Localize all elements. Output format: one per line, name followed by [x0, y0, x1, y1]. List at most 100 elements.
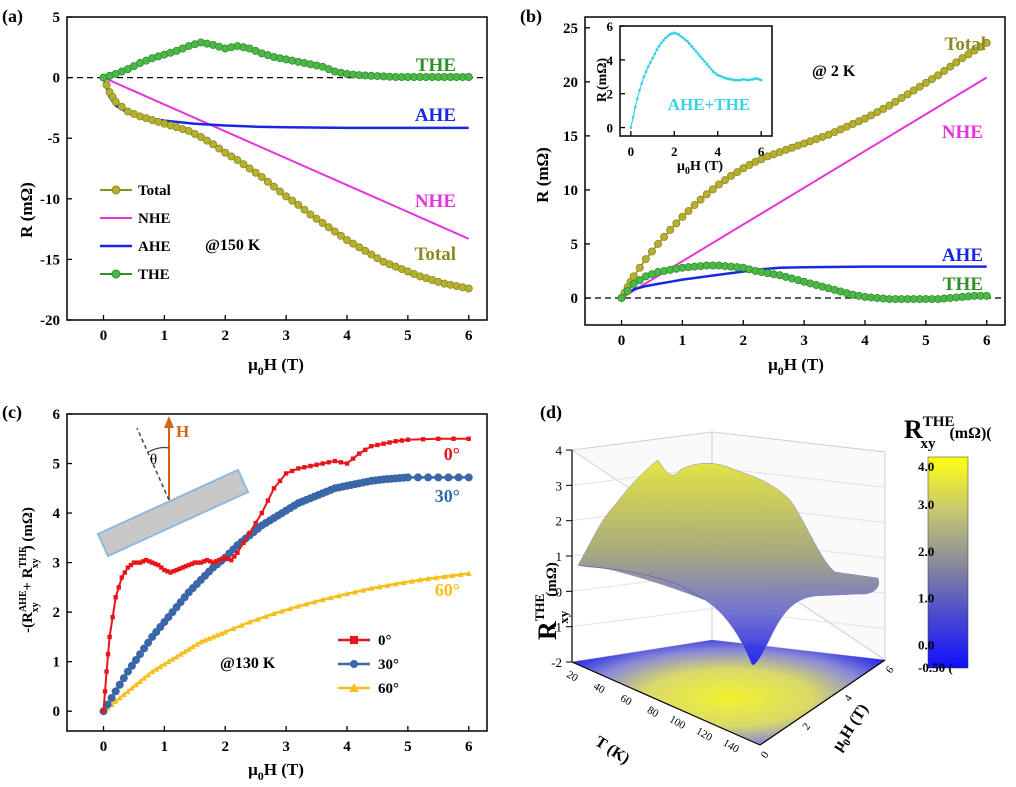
y-tick-label: 1 — [53, 655, 61, 671]
series-0-point — [405, 437, 411, 442]
series-60-point — [132, 681, 139, 688]
series-total-point — [215, 144, 224, 153]
inset-point — [757, 77, 761, 81]
legend-a-total: Total — [138, 183, 171, 199]
series-total-point — [921, 78, 930, 87]
series-ahe-line — [102, 77, 469, 130]
panel-c-ylabel: -(RAHExy + RTHExy) (mΩ) — [18, 507, 41, 633]
panel-a-label-ahe: AHE — [415, 105, 456, 126]
series-nhe-line — [620, 76, 988, 299]
series-total-point — [373, 254, 382, 263]
series-total-point — [654, 239, 663, 248]
series-total-point — [209, 140, 218, 149]
series-total-point — [970, 46, 979, 55]
panel-d-t-label: T (K) — [592, 733, 633, 768]
panel-d-letter: (d) — [540, 402, 562, 423]
series-60-point — [344, 590, 350, 597]
series-60-point — [218, 630, 225, 637]
series-total-point — [276, 187, 285, 196]
series-total-point — [915, 82, 924, 91]
inset-ylabel: R(mΩ) — [595, 58, 610, 103]
panel-b-ylabel: R (mΩ) — [533, 147, 552, 203]
series-0-point — [183, 564, 188, 569]
inset-point — [751, 77, 754, 81]
series-60-point — [376, 583, 383, 590]
series-0-point — [195, 560, 201, 565]
series-60-point — [222, 628, 229, 635]
series-0-point — [220, 556, 225, 562]
panel-b-inset: 0 2 4 6 0 2 4 6 R(mΩ) μ0H (T) AHE+THE — [595, 19, 773, 177]
series-0-point — [174, 567, 179, 573]
y-tick-label: -5 — [48, 131, 61, 147]
series-60-point — [206, 635, 213, 642]
series-total-point — [934, 71, 943, 80]
z-tick-label: 2 — [556, 514, 563, 529]
series-0-point — [226, 556, 231, 562]
x-tick-label: 0 — [100, 328, 108, 344]
y-tick-label: 6 — [607, 19, 614, 34]
series-0-point — [223, 555, 228, 560]
inset-point — [748, 78, 752, 82]
series-total-point — [282, 192, 291, 201]
inset-point — [644, 70, 648, 74]
x-tick-label: 6 — [465, 328, 473, 344]
inset-point — [692, 47, 696, 51]
inset-point — [698, 55, 702, 58]
series-0-point — [290, 468, 295, 474]
series-60-point — [230, 625, 237, 632]
series-0-point — [253, 520, 258, 526]
series-nhe-line — [103, 76, 470, 240]
inset-point — [646, 65, 650, 69]
series-0-point — [344, 461, 350, 466]
series-30-point — [107, 693, 116, 702]
series-total-point — [239, 160, 248, 169]
series-60-point — [384, 582, 391, 588]
legend-c-30: 30° — [378, 657, 399, 673]
series-0-point — [207, 559, 213, 564]
y-tick-label: 3 — [53, 556, 61, 572]
inset-point — [729, 77, 733, 81]
series-0-point — [177, 566, 182, 571]
series-0-point — [116, 585, 121, 590]
series-total-point — [294, 200, 303, 209]
legend-a-ahe: AHE — [138, 239, 171, 255]
series-total-point — [672, 219, 681, 228]
series-60-point — [189, 643, 196, 650]
x-tick-label: 0 — [618, 333, 626, 349]
series-60-point — [360, 587, 367, 593]
field-angle-schematic: H θ — [96, 416, 250, 558]
series-total-point — [288, 196, 297, 205]
panel-c-legend: 0° 30° 60° — [338, 633, 399, 697]
series-0-point — [326, 460, 331, 465]
series-total-point — [361, 246, 370, 255]
series-60-point — [181, 648, 188, 655]
series-0-point — [436, 436, 441, 441]
series-0-point — [363, 447, 368, 453]
series-60-point — [352, 588, 359, 595]
colorbar-title: RTHE xy(mΩ)( — [904, 414, 992, 452]
series-0-point — [265, 498, 271, 503]
series-0-point — [162, 567, 167, 573]
series-30-point — [444, 473, 453, 482]
panel-c-label-0: 0° — [444, 444, 460, 464]
series-0-point — [128, 562, 134, 568]
series-0-point — [180, 565, 185, 570]
series-60-point — [153, 666, 160, 672]
series-the-point — [617, 293, 626, 302]
inset-point — [703, 60, 707, 63]
legend-a-nhe: NHE — [138, 211, 171, 227]
y-tick-label: -10 — [40, 192, 60, 208]
inset-point — [633, 105, 637, 109]
x-tick-label: 4 — [343, 328, 351, 344]
series-total-point — [330, 227, 339, 236]
series-30-point — [140, 644, 149, 653]
panel-d-axes: 4 3 2 1 0 -1 -220 40 60 80 100 120 140 0 2 4 6 — [551, 443, 897, 761]
panel-c: (c) 0 1 2 3 4 5 6 0 1 2 3 4 5 6 -(RAHExy + RTHExy) (m… — [2, 402, 488, 783]
inset-xlabel: μ0H (T) — [677, 159, 723, 177]
y-tick-label: 0 — [607, 121, 614, 136]
series-total-point — [257, 172, 266, 181]
series-0-point — [189, 561, 194, 567]
series-0-point — [350, 456, 356, 461]
series-0-point — [192, 560, 198, 565]
